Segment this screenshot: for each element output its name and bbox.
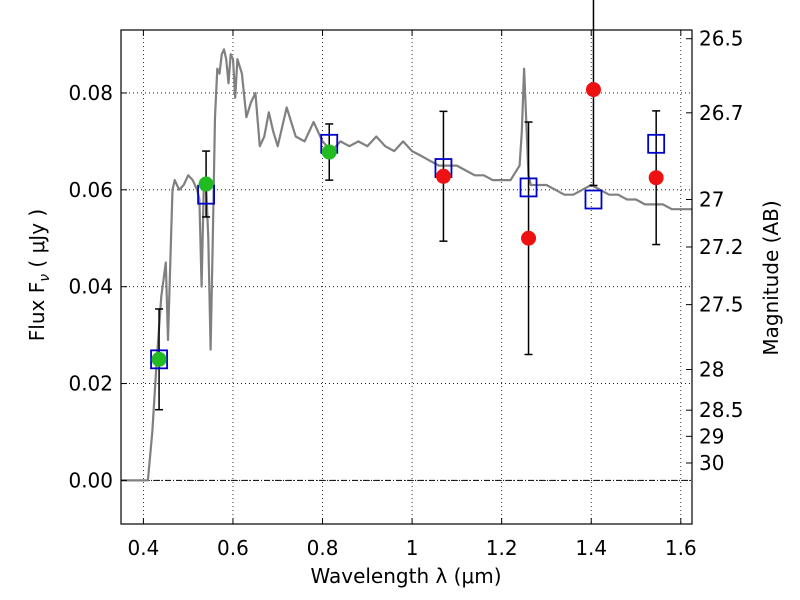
y2-axis-title: Magnitude (AB) <box>759 200 783 355</box>
y2-tick-label: 27.5 <box>699 293 744 317</box>
y2-tick-label: 26.5 <box>699 27 744 51</box>
model-square <box>519 177 538 198</box>
data-point <box>585 82 601 98</box>
y2-tick-label: 26.7 <box>699 101 744 125</box>
x-tick-label: 1.2 <box>486 536 518 560</box>
model-photometry <box>150 133 666 370</box>
x-tick-label: 0.6 <box>217 536 249 560</box>
data-point <box>151 351 167 367</box>
y2-tick-label: 27.2 <box>699 235 744 259</box>
observed-points <box>151 82 664 367</box>
y-tick-label: 0.08 <box>68 81 113 105</box>
data-point <box>321 144 337 160</box>
y-tick-label: 0.00 <box>68 468 113 492</box>
model-square <box>647 133 666 154</box>
y2-tick-label: 29 <box>699 424 724 448</box>
model-square <box>584 189 603 210</box>
y-tick-label: 0.02 <box>68 372 113 396</box>
x-tick-label: 0.8 <box>307 536 339 560</box>
y2-tick-label: 28.5 <box>699 398 744 422</box>
x-tick-label: 1.6 <box>665 536 697 560</box>
data-point <box>435 168 451 184</box>
data-point <box>198 176 214 192</box>
y-tick-label: 0.04 <box>68 275 113 299</box>
plot-frame <box>120 29 693 525</box>
ticks: 0.4 0.6 0.8 1 1.2 1.4 1.6 0.00 0.02 0.04 0.06 0.08 2… <box>68 27 743 560</box>
y-tick-label: 0.06 <box>68 178 113 202</box>
y-axis-title-main: Flux F <box>25 282 49 341</box>
y2-tick-label: 27 <box>699 188 724 212</box>
model-spectrum <box>121 48 692 482</box>
data-point <box>521 230 537 246</box>
data-point <box>648 170 664 186</box>
y-axis-title-units: ( μJy ) <box>25 209 49 274</box>
model-spectrum-line <box>121 48 692 482</box>
x-tick-label: 1 <box>406 536 419 560</box>
x-tick-label: 1.4 <box>575 536 607 560</box>
model-square <box>150 349 168 370</box>
x-axis-title: Wavelength λ (μm) <box>310 564 501 588</box>
y-axis-title-sub: ν <box>37 274 53 282</box>
y2-tick-label: 28 <box>699 358 724 382</box>
y-axis-title: Flux Fν ( μJy ) <box>25 209 53 341</box>
y2-tick-label: 30 <box>699 451 724 475</box>
x-tick-label: 0.4 <box>127 536 159 560</box>
